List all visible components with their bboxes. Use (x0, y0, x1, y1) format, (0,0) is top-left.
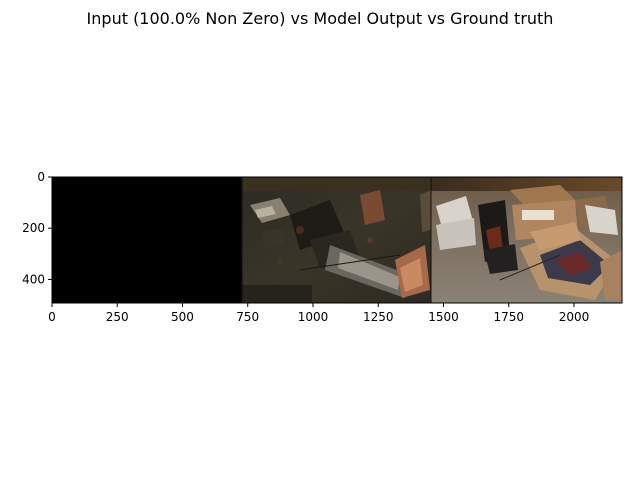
image-area (52, 177, 622, 303)
ground-truth-panel (431, 177, 622, 303)
x-tick-label: 1750 (493, 310, 524, 324)
x-tick-label: 500 (171, 310, 194, 324)
model-output-panel (242, 177, 431, 303)
x-tick-label: 750 (236, 310, 259, 324)
x-axis: 0 250 500 750 1000 1250 1500 1750 2000 (48, 303, 589, 324)
axes-frame (51, 176, 623, 304)
x-tick-label: 2000 (559, 310, 590, 324)
figure-title: Input (100.0% Non Zero) vs Model Output … (87, 9, 554, 28)
x-tick-label: 1000 (298, 310, 329, 324)
y-tick-label: 0 (37, 170, 45, 184)
input-panel (52, 177, 242, 303)
y-tick-label: 200 (22, 221, 45, 235)
y-axis: 0 200 400 (22, 170, 52, 286)
x-tick-label: 250 (106, 310, 129, 324)
x-tick-label: 1500 (428, 310, 459, 324)
x-tick-label: 1250 (363, 310, 394, 324)
y-tick-label: 400 (22, 272, 45, 286)
x-tick-label: 0 (48, 310, 56, 324)
